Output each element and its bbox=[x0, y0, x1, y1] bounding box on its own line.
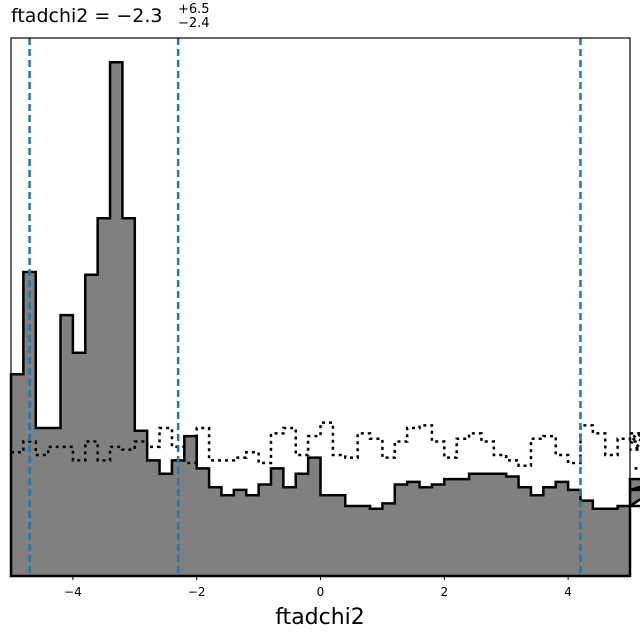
chart-title: ftadchi2 = −2.3 +6.5 −2.4 bbox=[11, 2, 210, 31]
x-axis-label: ftadchi2 bbox=[275, 605, 365, 630]
title-lower-error: −2.4 bbox=[178, 16, 210, 31]
x-tick-label: 0 bbox=[317, 585, 325, 599]
plot-area bbox=[9, 38, 640, 578]
x-tick-label: 4 bbox=[564, 585, 572, 599]
x-tick-label: 2 bbox=[440, 585, 448, 599]
prior-histogram bbox=[11, 421, 640, 470]
quantile-lines bbox=[28, 38, 582, 576]
posterior-histogram-outline bbox=[9, 60, 640, 578]
posterior-histogram bbox=[11, 62, 640, 576]
x-tick-label: −4 bbox=[64, 585, 82, 599]
title-upper-error: +6.5 bbox=[178, 2, 210, 17]
x-tick-label: −2 bbox=[188, 585, 206, 599]
x-axis-ticks: −4 −2 0 2 4 bbox=[64, 576, 572, 599]
title-main: ftadchi2 = −2.3 bbox=[11, 5, 163, 27]
